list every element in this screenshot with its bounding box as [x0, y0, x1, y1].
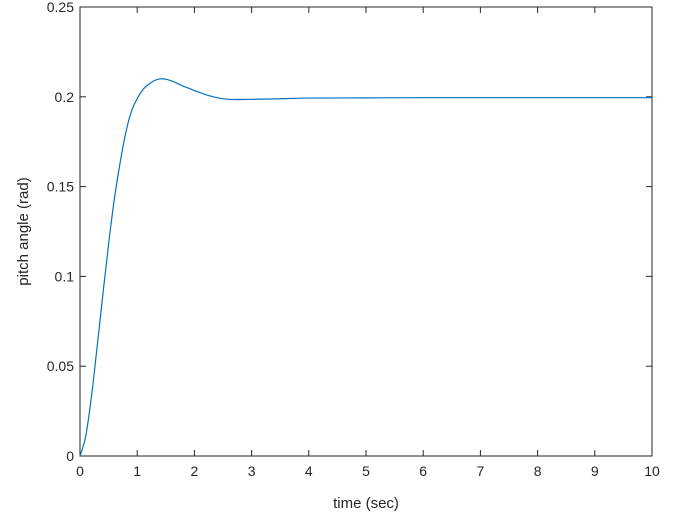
y-tick-label: 0: [66, 448, 74, 464]
x-axis-label: time (sec): [333, 495, 399, 512]
y-axis-label: pitch angle (rad): [15, 177, 32, 285]
x-tick-label: 8: [534, 463, 542, 479]
x-tick-label: 2: [191, 463, 199, 479]
x-tick-label: 1: [133, 463, 141, 479]
x-tick-label: 6: [419, 463, 427, 479]
x-tick-label: 4: [305, 463, 313, 479]
x-tick-label: 9: [591, 463, 599, 479]
y-tick-label: 0.1: [55, 268, 75, 284]
y-tick-label: 0.15: [47, 179, 74, 195]
series-line-0: [79, 78, 652, 457]
y-tick-label: 0.05: [47, 358, 74, 374]
x-tick-label: 10: [644, 463, 660, 479]
y-tick-label: 0.25: [47, 0, 74, 15]
x-tick-label: 3: [248, 463, 256, 479]
x-tick-label: 7: [477, 463, 485, 479]
x-tick-label: 5: [362, 463, 370, 479]
x-tick-label: 0: [76, 463, 84, 479]
y-tick-label: 0.2: [55, 89, 75, 105]
